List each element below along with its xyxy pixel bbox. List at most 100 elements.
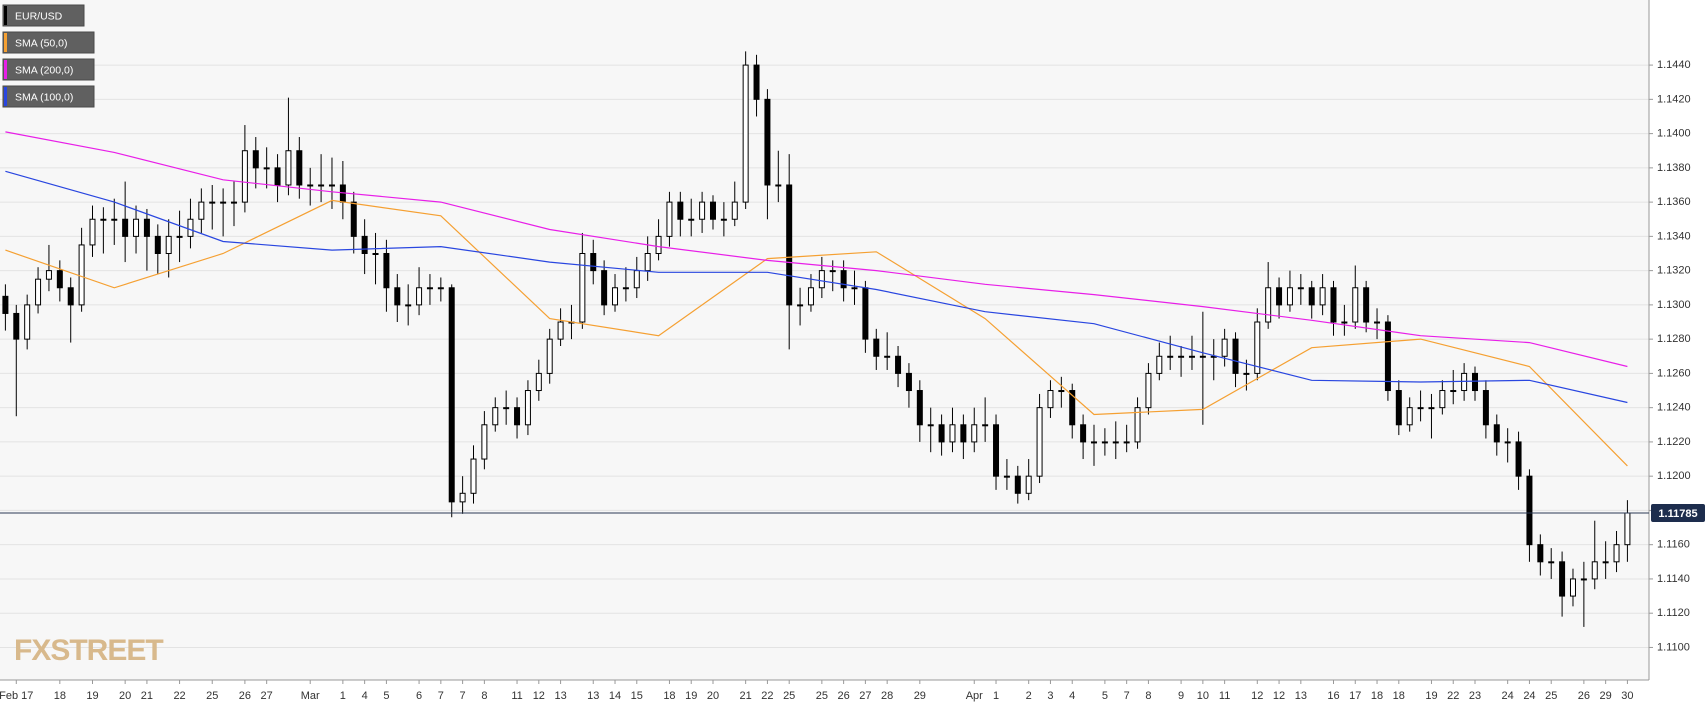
candle-body	[622, 287, 629, 290]
x-tick-label: 5	[383, 690, 389, 702]
candle-body	[1188, 355, 1195, 358]
x-tick-label: 22	[761, 690, 773, 702]
candle-body	[1504, 441, 1511, 444]
candle-body	[818, 270, 825, 289]
x-tick-label: 13	[554, 690, 566, 702]
candle-body	[1080, 424, 1087, 443]
x-tick-label: 20	[707, 690, 719, 702]
watermark: FXSTREET	[14, 634, 163, 667]
candle-body	[372, 253, 379, 256]
candle-body	[644, 253, 651, 272]
last-price-label: 1.11785	[1658, 508, 1697, 520]
candle-body	[187, 218, 194, 237]
x-tick-label: 26	[837, 690, 849, 702]
candle-body	[742, 64, 749, 203]
candle-body	[241, 150, 248, 203]
candle-body	[699, 201, 706, 220]
candle-body	[143, 218, 150, 237]
candle-body	[971, 424, 978, 443]
candle-body	[1058, 390, 1065, 393]
candle-body	[1472, 372, 1479, 392]
x-tick-label: 19	[86, 690, 98, 702]
x-tick-label: 9	[1178, 690, 1184, 702]
candle-body	[1308, 287, 1315, 306]
legend-box	[2, 58, 95, 81]
candle-body	[350, 201, 357, 237]
candle-body	[1178, 355, 1185, 358]
candle-body	[1330, 287, 1337, 323]
x-tick-label: 29	[914, 690, 926, 702]
plot-area	[0, 0, 1649, 680]
candle-body	[296, 150, 303, 186]
candle-body	[285, 150, 292, 186]
x-tick-label: 28	[881, 690, 893, 702]
candle-body	[655, 235, 662, 255]
candle-body	[263, 167, 270, 170]
candle-body	[633, 270, 640, 289]
candle-body	[1395, 390, 1402, 426]
candle-body	[448, 287, 455, 503]
x-tick-label: 27	[859, 690, 871, 702]
candle-body	[1559, 561, 1566, 597]
candle-body	[1091, 441, 1097, 444]
x-tick-label: 14	[609, 690, 621, 702]
y-tick-label: 1.1400	[1657, 128, 1691, 140]
candle-body	[514, 407, 521, 426]
x-tick-label: 26	[1578, 690, 1590, 702]
candle-body	[198, 201, 205, 220]
candle-body	[993, 424, 1000, 477]
candle-body	[405, 304, 412, 307]
candle-body	[590, 253, 597, 272]
x-tick-label: 25	[206, 690, 218, 702]
candle-body	[89, 218, 96, 246]
candle-body	[1450, 390, 1457, 393]
candle-body	[905, 372, 912, 392]
x-tick-label: 8	[1145, 690, 1151, 702]
x-tick-label: 25	[1545, 690, 1557, 702]
candle-body	[165, 235, 172, 255]
x-tick-label: 6	[416, 690, 422, 702]
candle-body	[416, 287, 423, 306]
x-tick-label: 4	[362, 690, 368, 702]
candle-body	[1569, 578, 1576, 597]
candle-body	[775, 184, 782, 187]
candle-body	[709, 201, 716, 220]
x-tick-label: 11	[511, 690, 522, 702]
x-tick-label: 7	[1124, 690, 1130, 702]
x-tick-label: Mar	[301, 690, 320, 702]
candle-body	[764, 98, 771, 186]
candle-body	[1199, 355, 1206, 358]
candle-body	[938, 424, 945, 443]
candle-body	[1112, 441, 1119, 444]
x-tick-label: Feb 17	[0, 690, 33, 702]
x-tick-label: 19	[685, 690, 697, 702]
candle-body	[252, 150, 259, 169]
candle-body	[884, 355, 891, 358]
candle-body	[176, 235, 183, 238]
y-tick-label: 1.1340	[1657, 230, 1691, 242]
x-tick-label: 3	[1047, 690, 1053, 702]
grid	[0, 64, 1649, 648]
x-tick-label: 12	[1273, 690, 1285, 702]
y-tick-label: 1.1320	[1657, 265, 1691, 277]
candle-body	[1276, 287, 1283, 306]
candle-body	[1363, 287, 1370, 323]
candle-body	[503, 407, 510, 410]
candle-body	[111, 218, 118, 221]
candle-body	[437, 287, 444, 290]
x-tick-label: 18	[1371, 690, 1383, 702]
candle-body	[1167, 355, 1174, 358]
candle-body	[1341, 321, 1348, 324]
x-tick-label: 13	[1295, 690, 1307, 702]
y-tick-label: 1.1140	[1657, 573, 1690, 585]
candle-body	[1069, 390, 1076, 426]
candle-body	[1221, 338, 1228, 357]
candle-body	[949, 424, 956, 443]
candle-body	[1265, 287, 1272, 323]
candle-body	[840, 270, 847, 289]
x-tick-label: 22	[173, 690, 185, 702]
candle-body	[1613, 544, 1620, 563]
candle-body	[1602, 561, 1609, 564]
candle-body	[982, 424, 989, 427]
